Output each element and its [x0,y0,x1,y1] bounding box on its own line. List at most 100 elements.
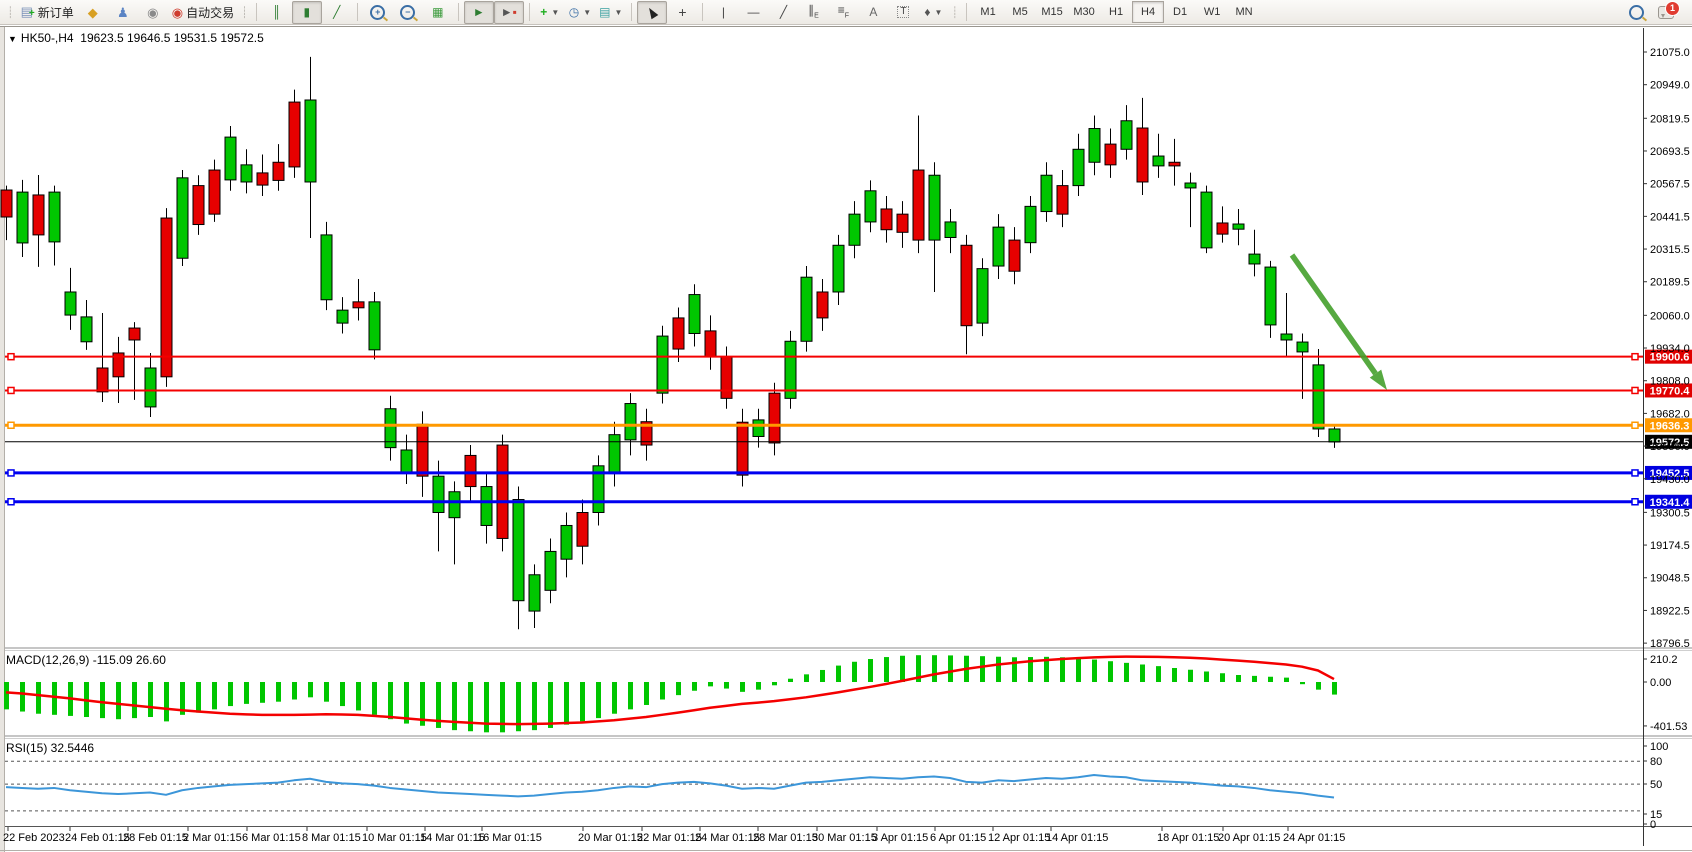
candle-body [624,403,637,441]
price-line-handle[interactable] [1631,469,1639,477]
annotation-arrow-head[interactable] [1369,369,1387,390]
separator [631,3,633,21]
timeframe-button-m5[interactable]: M5 [1012,6,1028,18]
macd-bar [868,659,873,682]
date-label: 22 Feb 2023 [3,832,65,844]
toolbar-grip: ┊ [241,6,248,19]
auto-trading-button[interactable]: ◉ 自动交易 [168,1,238,24]
signals-button[interactable]: ◉ [138,1,168,24]
macd-bar [1044,656,1049,682]
timeframe-button-d1[interactable]: D1 [1173,6,1188,18]
chat-icon[interactable]: 1 [1658,0,1680,19]
text-button[interactable]: A [858,1,888,24]
price-axis-label: 20693.5 [1650,146,1690,158]
macd-bar [308,682,313,698]
cursor-button[interactable] [637,0,668,24]
date-label: 22 Mar 01:15 [637,832,702,844]
text-label-button[interactable]: T [888,1,918,24]
separator [702,3,704,21]
candle-body [240,164,253,183]
macd-bar [132,682,137,719]
auto-scroll-button[interactable]: ► [463,0,494,24]
candle-body [1216,222,1229,235]
candle-body [1328,428,1341,443]
candle-body [1312,364,1325,430]
crosshair-button[interactable]: + [667,1,697,24]
vertical-line-button[interactable]: | [708,1,738,24]
macd-bar [388,682,393,720]
macd-bar [452,682,457,731]
timeframe-button-m15[interactable]: M15 [1041,6,1063,18]
price-line-handle[interactable] [1631,421,1639,430]
chart-dropdown-icon[interactable]: ▼ [8,34,17,44]
macd-bar [884,657,889,682]
tile-windows-button[interactable]: ▦ [423,1,453,24]
macd-bar [324,682,329,702]
macd-bar [500,682,505,733]
timeframe-button-h4[interactable]: H4 [1132,1,1165,23]
chevron-down-icon: ▼ [934,7,943,17]
price-line-handle[interactable] [7,352,15,361]
equidistant-channel-button[interactable]: ∥E [798,1,828,24]
macd-bar [740,682,745,692]
periods-button[interactable]: ◷ ▼ [565,1,595,24]
timeframe-button-h1[interactable]: H1 [1109,6,1124,18]
price-axis-label: 19808.0 [1650,376,1690,388]
line-chart-button[interactable]: ╱ [322,1,352,24]
candle-body [608,434,621,475]
candle-body [1056,185,1069,215]
zoom-in-button[interactable]: + [363,1,393,24]
price-axis-label: 19174.5 [1650,540,1690,552]
timeframe-button-mn[interactable]: MN [1235,6,1253,18]
rsi-label: RSI(15) 32.5446 [6,741,95,755]
macd-bar [292,682,297,700]
zoom-out-button[interactable]: − [393,1,423,24]
candle-body [768,392,781,444]
trendline-button[interactable]: ╱ [768,1,798,24]
candle-body [224,136,237,181]
arrows-button[interactable]: ♦ ▼ [918,1,948,24]
candle-body [192,185,205,226]
timeframe-button-m1[interactable]: M1 [980,6,996,18]
bar-chart-button[interactable]: ║ [262,1,292,24]
zoom-in-icon: + [370,4,386,20]
accounts-button[interactable]: ♟ [108,1,138,24]
date-label: 28 Mar 01:15 [753,832,818,844]
macd-bar [164,682,169,722]
macd-bar [20,682,25,712]
candle-body [16,191,29,244]
price-line-handle[interactable] [1631,386,1639,395]
tile-windows-icon: ▦ [432,5,444,19]
price-line-handle[interactable] [7,469,15,477]
price-line-handle[interactable] [1631,498,1639,506]
candle-body [144,367,157,408]
fibonacci-button[interactable]: ≡F [828,1,858,24]
indicators-button[interactable]: + ▼ [535,1,565,24]
macd-axis-label: 0.00 [1650,677,1671,689]
candle-body [1248,253,1261,265]
market-depth-button[interactable]: ◆ [78,1,108,24]
candle-body [352,301,365,309]
candle-body [448,491,461,519]
macd-bar [52,682,57,715]
separator [356,3,358,21]
timeframe-button-m30[interactable]: M30 [1073,6,1095,18]
horizontal-line-button[interactable]: — [738,1,768,24]
price-line-handle[interactable] [7,498,15,506]
templates-button[interactable]: ▤ ▼ [595,1,626,24]
annotation-arrow-line[interactable] [1289,253,1378,376]
channel-icon: ∥E [808,3,819,20]
price-line-handle[interactable] [1631,352,1639,361]
new-order-button[interactable]: ▤+ 新订单 [17,1,78,24]
search-icon[interactable] [1629,4,1644,20]
price-line-handle[interactable] [7,386,15,395]
timeframe-button-w1[interactable]: W1 [1203,6,1221,18]
toolbar-right: 1 [1629,0,1688,20]
candlestick-chart-button[interactable]: ▮ [291,0,322,24]
price-line-handle[interactable] [7,421,15,430]
notification-badge: 1 [1665,0,1680,16]
toolbar-grip[interactable]: ┊ [7,6,14,19]
macd-bar [756,682,761,690]
chart-shift-button[interactable]: ►▪ [493,0,524,24]
